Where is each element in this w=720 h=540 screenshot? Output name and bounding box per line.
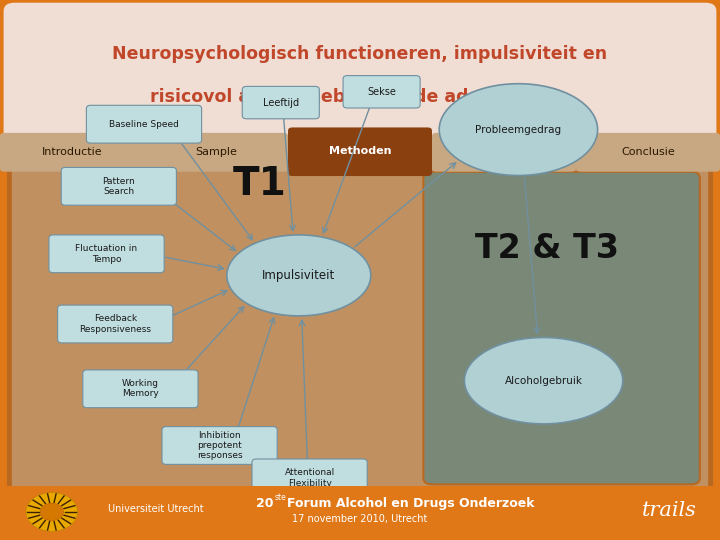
FancyBboxPatch shape — [0, 133, 144, 172]
Text: T2 & T3: T2 & T3 — [475, 232, 619, 265]
FancyBboxPatch shape — [576, 133, 720, 172]
Text: Leeftijd: Leeftijd — [263, 98, 299, 107]
Text: Fluctuation in
Tempo: Fluctuation in Tempo — [76, 244, 138, 264]
FancyBboxPatch shape — [343, 76, 420, 108]
Circle shape — [26, 492, 78, 531]
FancyBboxPatch shape — [9, 160, 711, 492]
Ellipse shape — [439, 84, 598, 176]
Text: Conclusie: Conclusie — [621, 147, 675, 157]
Text: Universiteit Utrecht: Universiteit Utrecht — [108, 504, 204, 514]
FancyBboxPatch shape — [83, 370, 198, 408]
Text: Attentional
Flexibility: Attentional Flexibility — [284, 468, 335, 488]
Text: Pattern
Search: Pattern Search — [102, 177, 135, 196]
Text: Baseline Speed: Baseline Speed — [109, 120, 179, 129]
Text: Methoden: Methoden — [329, 146, 391, 156]
Circle shape — [40, 503, 63, 521]
Text: Probleemgedrag: Probleemgedrag — [475, 125, 562, 134]
FancyBboxPatch shape — [61, 167, 176, 205]
Text: Sekse: Sekse — [367, 87, 396, 97]
Text: risicovol alcoholgebruik in de adolescentie: risicovol alcoholgebruik in de adolescen… — [150, 88, 570, 106]
Text: 17 november 2010, Utrecht: 17 november 2010, Utrecht — [292, 515, 428, 524]
Text: T1: T1 — [233, 165, 286, 202]
Text: ste: ste — [275, 493, 287, 502]
Text: Inhibition
prepotent
responses: Inhibition prepotent responses — [197, 430, 243, 461]
Text: Forum Alcohol en Drugs Onderzoek: Forum Alcohol en Drugs Onderzoek — [287, 497, 535, 510]
Bar — [0, 486, 720, 540]
FancyBboxPatch shape — [243, 86, 320, 119]
Text: Feedback
Responsiveness: Feedback Responsiveness — [79, 314, 151, 334]
FancyBboxPatch shape — [162, 427, 277, 464]
Text: Working
Memory: Working Memory — [122, 379, 159, 399]
FancyBboxPatch shape — [252, 459, 367, 497]
Ellipse shape — [464, 338, 623, 424]
Text: Alcoholgebruik: Alcoholgebruik — [505, 376, 582, 386]
FancyBboxPatch shape — [4, 3, 716, 146]
FancyBboxPatch shape — [288, 127, 432, 176]
Text: Introductie: Introductie — [42, 147, 102, 157]
Ellipse shape — [227, 235, 371, 316]
Text: Sample: Sample — [195, 147, 237, 157]
FancyBboxPatch shape — [49, 235, 164, 273]
Text: Impulsiviteit: Impulsiviteit — [262, 269, 336, 282]
Text: 20: 20 — [256, 497, 273, 510]
FancyBboxPatch shape — [144, 133, 288, 172]
FancyBboxPatch shape — [58, 305, 173, 343]
FancyBboxPatch shape — [432, 133, 576, 172]
FancyBboxPatch shape — [86, 105, 202, 143]
Text: Neuropsychologisch functioneren, impulsiviteit en: Neuropsychologisch functioneren, impulsi… — [112, 45, 608, 63]
FancyBboxPatch shape — [423, 172, 700, 484]
Text: Resultaten: Resultaten — [474, 147, 534, 157]
Text: trails: trails — [642, 501, 697, 520]
